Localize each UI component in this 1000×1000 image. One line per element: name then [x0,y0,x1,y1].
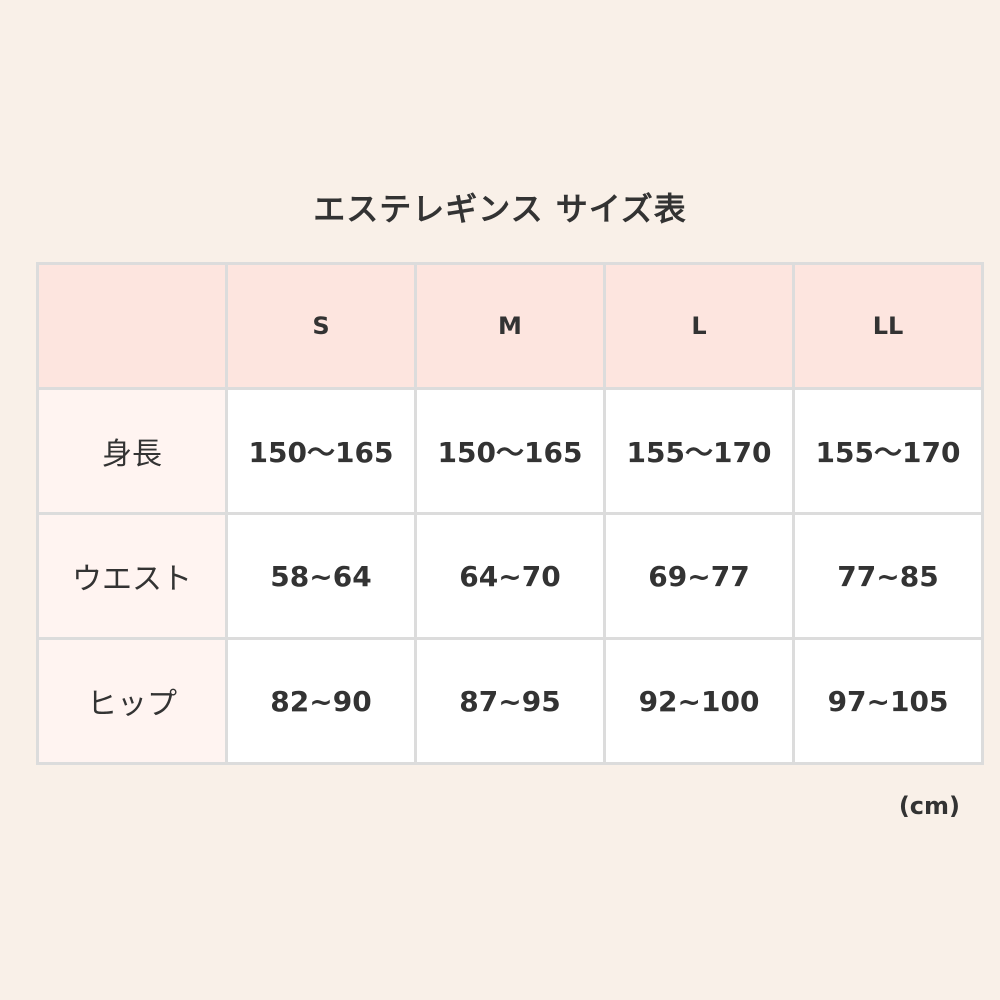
table-cell: 155〜170 [792,387,984,515]
header-size-s: S [225,262,417,390]
header-row: S M L LL [36,262,984,390]
row-label: ヒップ [36,637,228,765]
table-cell: 92~100 [603,637,795,765]
table-cell: 87~95 [414,637,606,765]
header-size-l: L [603,262,795,390]
table-row-waist: ウエスト 58~64 64~70 69~77 77~85 [36,512,984,640]
header-size-m: M [414,262,606,390]
row-label: 身長 [36,387,228,515]
table-cell: 97~105 [792,637,984,765]
table-cell: 64~70 [414,512,606,640]
table-row-hip: ヒップ 82~90 87~95 92~100 97~105 [36,637,984,765]
unit-label: (cm) [898,792,960,820]
row-label: ウエスト [36,512,228,640]
table-cell: 77~85 [792,512,984,640]
table-cell: 150〜165 [414,387,606,515]
header-corner [36,262,228,390]
size-table: S M L LL 身長 150〜165 150〜165 155〜170 155〜… [36,262,984,765]
table-cell: 155〜170 [603,387,795,515]
table-cell: 69~77 [603,512,795,640]
table-cell: 82~90 [225,637,417,765]
page-title: エステレギンス サイズ表 [313,190,687,228]
table-row-height: 身長 150〜165 150〜165 155〜170 155〜170 [36,387,984,515]
table-cell: 58~64 [225,512,417,640]
table-cell: 150〜165 [225,387,417,515]
header-size-ll: LL [792,262,984,390]
